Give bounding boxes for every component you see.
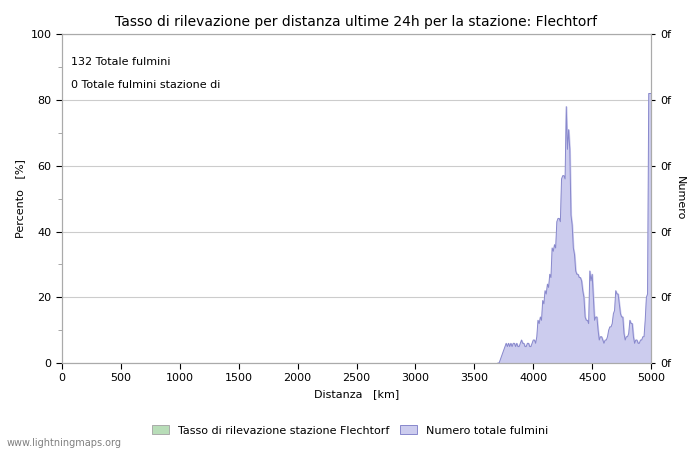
- Title: Tasso di rilevazione per distanza ultime 24h per la stazione: Flechtorf: Tasso di rilevazione per distanza ultime…: [116, 15, 598, 29]
- Text: www.lightningmaps.org: www.lightningmaps.org: [7, 438, 122, 448]
- Y-axis label: Percento   [%]: Percento [%]: [15, 159, 25, 238]
- X-axis label: Distanza   [km]: Distanza [km]: [314, 389, 399, 399]
- Text: 132 Totale fulmini: 132 Totale fulmini: [71, 57, 170, 68]
- Legend: Tasso di rilevazione stazione Flechtorf, Numero totale fulmini: Tasso di rilevazione stazione Flechtorf,…: [148, 421, 552, 440]
- Text: 0 Totale fulmini stazione di: 0 Totale fulmini stazione di: [71, 81, 220, 90]
- Y-axis label: Numero: Numero: [675, 176, 685, 221]
